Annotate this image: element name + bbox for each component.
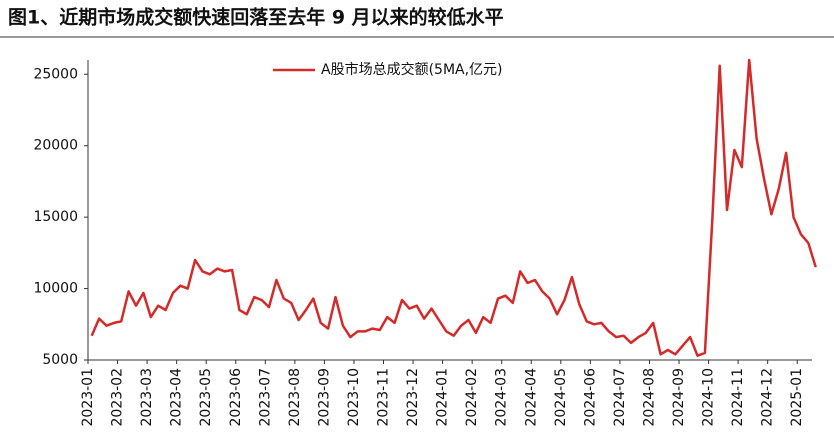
x-tick-label: 2024-01 xyxy=(435,368,451,427)
y-tick-label: 5000 xyxy=(42,352,78,368)
x-tick-label: 2024-03 xyxy=(494,368,510,427)
x-tick-label: 2024-05 xyxy=(553,368,569,427)
x-tick-label: 2023-06 xyxy=(228,368,244,427)
legend-label: A股市场总成交额(5MA,亿元) xyxy=(321,61,503,78)
x-tick-label: 2024-07 xyxy=(612,368,628,427)
x-tick-label: 2023-10 xyxy=(346,368,362,427)
x-tick-label: 2024-04 xyxy=(523,368,539,427)
x-tick-label: 2024-08 xyxy=(641,368,657,427)
x-tick-label: 2024-10 xyxy=(701,368,717,427)
x-tick-label: 2023-11 xyxy=(376,368,392,427)
x-tick-label: 2023-02 xyxy=(110,368,126,427)
x-tick-label: 2023-09 xyxy=(316,368,332,427)
x-tick-label: 2023-08 xyxy=(287,368,303,427)
x-tick-label: 2023-03 xyxy=(139,368,155,427)
x-tick-label: 2023-01 xyxy=(80,368,96,427)
x-tick-label: 2024-12 xyxy=(760,368,776,427)
y-tick-label: 20000 xyxy=(33,138,78,154)
x-tick-label: 2023-05 xyxy=(198,368,214,427)
x-tick-label: 2024-02 xyxy=(464,368,480,427)
y-tick-label: 10000 xyxy=(33,281,78,297)
x-tick-label: 2024-09 xyxy=(671,368,687,427)
x-tick-label: 2023-07 xyxy=(257,368,273,427)
x-tick-label: 2025-01 xyxy=(789,368,805,427)
x-tick-label: 2023-12 xyxy=(405,368,421,427)
chart-title: 图1、近期市场成交额快速回落至去年 9 月以来的较低水平 xyxy=(8,6,504,29)
y-tick-label: 25000 xyxy=(33,66,78,82)
x-tick-label: 2024-11 xyxy=(730,368,746,427)
y-tick-label: 15000 xyxy=(33,209,78,225)
x-tick-label: 2024-06 xyxy=(582,368,598,427)
x-tick-label: 2023-04 xyxy=(169,368,185,427)
series-line xyxy=(90,58,817,357)
